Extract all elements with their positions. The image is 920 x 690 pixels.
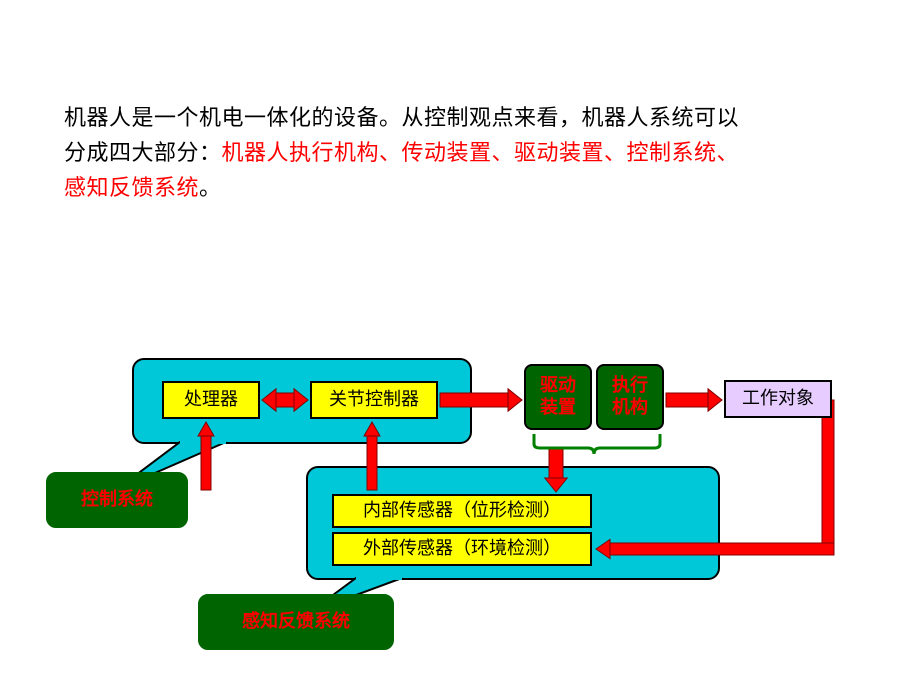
drive-device-box: 驱动 装置 (524, 364, 592, 430)
exec-mechanism-label: 执行 机构 (612, 375, 648, 418)
drive-device-label: 驱动 装置 (540, 375, 576, 418)
joint-controller-box: 关节控制器 (310, 381, 438, 419)
sensor-bubble-tail (0, 0, 920, 690)
sense-feedback-label: 感知反馈系统 (242, 611, 350, 633)
external-sensor-box: 外部传感器（环境检测） (332, 532, 592, 566)
external-sensor-label: 外部传感器（环境检测） (363, 538, 561, 560)
control-bubble-tail (0, 0, 920, 690)
work-object-box: 工作对象 (724, 380, 832, 418)
internal-sensor-label: 内部传感器（位形检测） (363, 500, 561, 522)
exec-mechanism-box: 执行 机构 (596, 364, 664, 430)
flow-arrows (0, 0, 920, 690)
processor-label: 处理器 (184, 389, 238, 411)
control-system-label-box: 控制系统 (46, 472, 188, 528)
drive-exec-bracket (0, 0, 920, 690)
processor-box: 处理器 (162, 381, 260, 419)
internal-sensor-box: 内部传感器（位形检测） (332, 494, 592, 528)
work-object-label: 工作对象 (742, 388, 814, 410)
sense-feedback-label-box: 感知反馈系统 (198, 594, 394, 650)
control-system-label: 控制系统 (81, 489, 153, 511)
robot-system-diagram: 处理器 关节控制器 驱动 装置 执行 机构 工作对象 内部传感器（位形检测） 外… (0, 0, 920, 690)
joint-controller-label: 关节控制器 (329, 389, 419, 411)
